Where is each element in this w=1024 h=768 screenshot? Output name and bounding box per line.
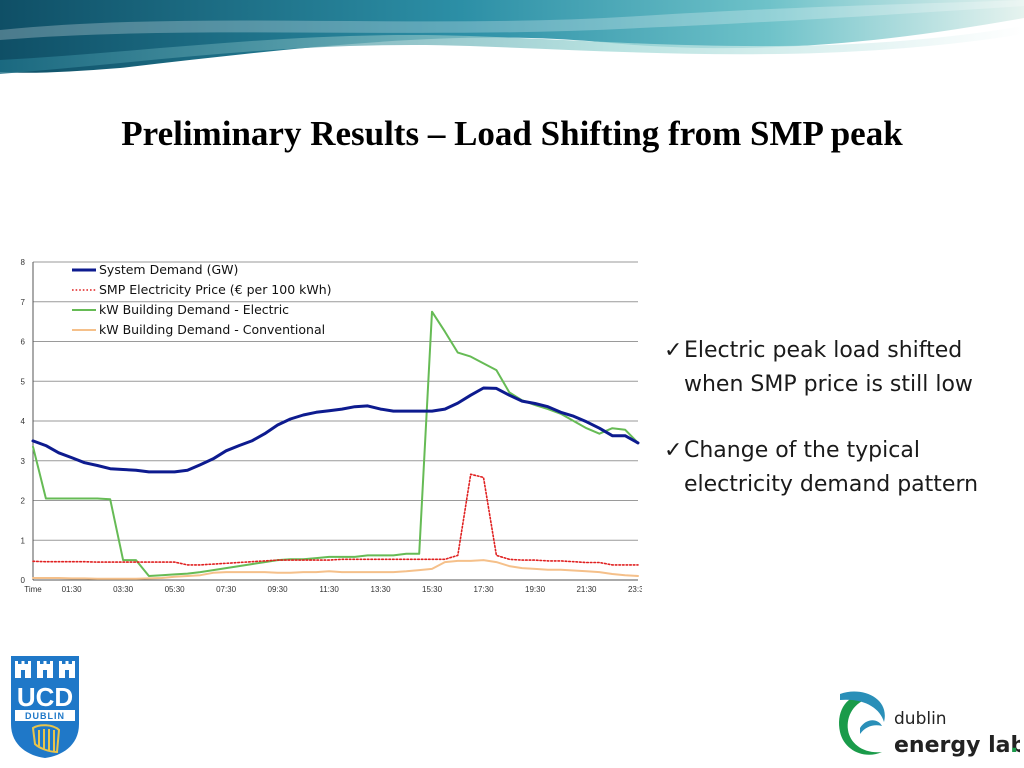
series-line xyxy=(32,559,639,580)
y-axis-ticks: 0 1 2 3 4 5 6 7 8 xyxy=(21,258,26,585)
y-tick-label: 5 xyxy=(21,377,26,386)
x-tick-label: 13:30 xyxy=(371,585,392,594)
series-layer xyxy=(31,310,640,580)
x-tick-label: 19:30 xyxy=(525,585,546,594)
x-tick-label: 01:30 xyxy=(62,585,83,594)
wave-banner xyxy=(0,0,1024,80)
swirl-icon xyxy=(839,691,885,755)
dublin-energy-lab-logo: dublin energy lab . xyxy=(839,691,1020,758)
grid-layer xyxy=(32,261,638,581)
series-line xyxy=(32,310,639,577)
harp-icon xyxy=(31,724,61,754)
x-tick-label: 03:30 xyxy=(113,585,134,594)
bullet-line: when SMP price is still low xyxy=(684,372,973,397)
x-tick-label: 11:30 xyxy=(319,585,339,594)
chart-legend: System Demand (GW) SMP Electricity Price … xyxy=(72,262,332,337)
x-tick-label: 07:30 xyxy=(216,585,237,594)
ucd-logo: UCD DUBLIN xyxy=(11,656,79,758)
y-tick-label: 3 xyxy=(21,457,26,466)
y-tick-label: 7 xyxy=(21,298,26,307)
legend-label: SMP Electricity Price (€ per 100 kWh) xyxy=(99,282,332,297)
bullet-item: ✓ Change of the typical electricity dema… xyxy=(664,434,1014,502)
x-axis-ticks: Time 01:30 03:30 05:30 07:30 09:30 11:30 13:30 1… xyxy=(24,585,642,594)
checkmark-icon: ✓ xyxy=(664,338,683,363)
x-tick-label: 21:30 xyxy=(576,585,597,594)
series-line xyxy=(31,386,640,474)
y-tick-label: 6 xyxy=(21,338,26,347)
logo-text-dublin: dublin xyxy=(894,709,947,729)
y-tick-label: 1 xyxy=(21,536,26,545)
ucd-logo-subtext: DUBLIN xyxy=(25,711,65,721)
x-tick-label: 23:30 xyxy=(628,585,642,594)
logo-dot: . xyxy=(1010,733,1018,758)
legend-label: kW Building Demand - Electric xyxy=(99,302,289,317)
bullet-line: electricity demand pattern xyxy=(684,472,979,497)
checkmark-icon: ✓ xyxy=(664,438,683,463)
y-tick-label: 0 xyxy=(21,576,26,585)
bullet-line: Change of the typical xyxy=(684,438,920,463)
y-tick-label: 8 xyxy=(21,258,26,267)
y-tick-label: 4 xyxy=(21,417,26,426)
bullet-list: ✓ Electric peak load shifted when SMP pr… xyxy=(664,334,1014,534)
bullet-line: Electric peak load shifted xyxy=(684,338,963,363)
slide-title: Preliminary Results – Load Shifting from… xyxy=(121,114,903,153)
x-tick-label: Time xyxy=(24,585,42,594)
series-line xyxy=(32,473,639,566)
bullet-item: ✓ Electric peak load shifted when SMP pr… xyxy=(664,334,1014,402)
x-tick-label: 09:30 xyxy=(268,585,289,594)
logo-text-energy-lab: energy lab xyxy=(894,733,1020,758)
y-tick-label: 2 xyxy=(21,497,26,506)
x-tick-label: 17:30 xyxy=(474,585,495,594)
ucd-logo-text: UCD xyxy=(17,682,73,712)
line-chart: 0 1 2 3 4 5 6 7 8 Time 01:30 03:30 05:30 07:30 09:30 1… xyxy=(21,258,642,594)
x-tick-label: 05:30 xyxy=(165,585,186,594)
legend-label: System Demand (GW) xyxy=(99,262,238,277)
legend-label: kW Building Demand - Conventional xyxy=(99,322,325,337)
x-tick-label: 15:30 xyxy=(422,585,443,594)
